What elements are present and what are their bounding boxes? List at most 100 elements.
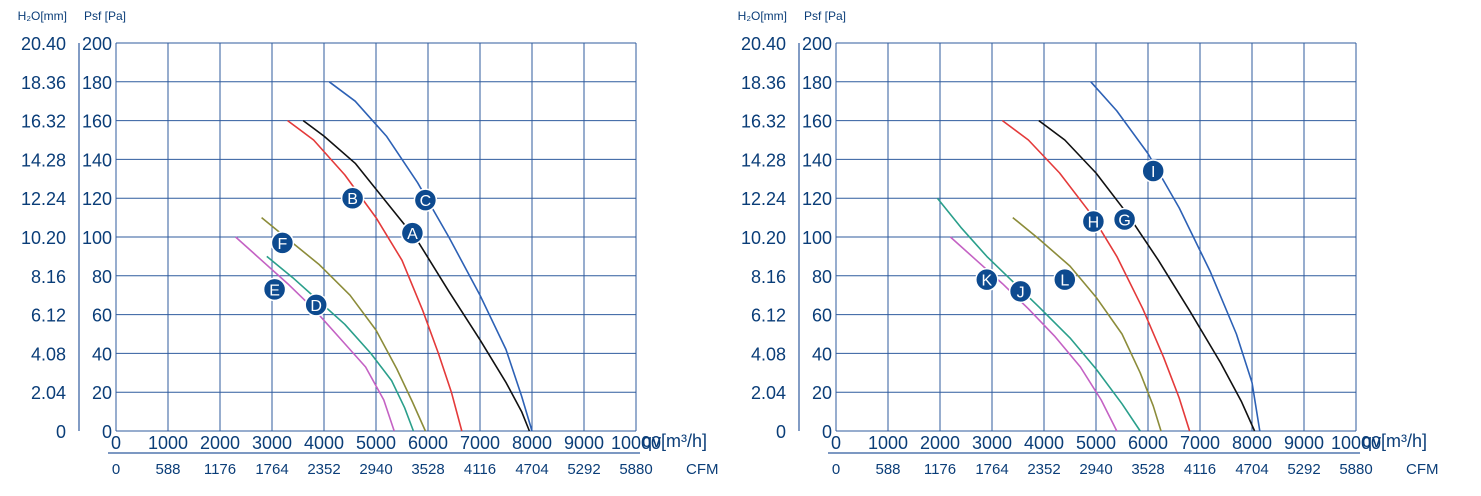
x-tick-cfm: 3528: [411, 461, 444, 478]
y-tick-pa: 80: [812, 267, 832, 287]
grid: [835, 42, 1357, 432]
y-tick-mm: 6.12: [751, 306, 786, 326]
x-tick-cfm: 5292: [1287, 461, 1320, 478]
series-line-e: [235, 236, 395, 432]
y-tick-mm: 2.04: [31, 383, 66, 403]
x-unit-m3h: qv[m³/h]: [642, 431, 707, 451]
x-tick-cfm: 0: [832, 461, 840, 478]
x-tick-cfm: 1764: [255, 461, 288, 478]
series-line-l: [1012, 216, 1162, 432]
series-line-c: [328, 81, 533, 432]
x-tick-m3h: 3000: [252, 433, 292, 453]
x-tick-m3h: 9000: [564, 433, 604, 453]
y-tick-pa: 160: [82, 112, 112, 132]
x-tick-cfm: 4116: [1184, 461, 1216, 478]
marker-label-g: G: [1118, 213, 1130, 230]
y-tick-pa: 0: [822, 422, 832, 442]
marker-f: [270, 231, 295, 255]
x-tick-cfm: 5880: [619, 461, 652, 478]
chart-panel-1: H₂O[mm] Psf [Pa] 0 20 40 60 80 100 120 140 160 180 2…: [18, 9, 719, 478]
x-tick-m3h: 6000: [408, 433, 448, 453]
marker-label-a: A: [407, 226, 418, 243]
y-tick-pa: 100: [82, 228, 112, 248]
y-unit-mm: H₂O[mm]: [18, 9, 67, 23]
x-tick-cfm: 588: [155, 461, 180, 478]
marker-k: [975, 267, 999, 292]
x-tick-m3h: 0: [831, 433, 841, 453]
x-tick-m3h: 1000: [148, 433, 188, 453]
y-tick-mm: 2.04: [751, 383, 786, 403]
y-tick-mm: 18.36: [21, 73, 66, 93]
marker-g: [1112, 207, 1137, 232]
series-line-h: [1001, 119, 1191, 432]
series-line-b: [287, 119, 463, 432]
x-tick-m3h: 5000: [1076, 433, 1116, 453]
y-tick-mm: 0: [776, 422, 786, 442]
y-tick-mm: 10.20: [21, 228, 66, 248]
x-unit-cfm: CFM: [1406, 461, 1439, 478]
marker-label-l: L: [1060, 273, 1069, 290]
y-tick-mm: 16.32: [21, 112, 66, 132]
y-tick-mm: 12.24: [21, 189, 66, 209]
x-tick-cfm: 4704: [515, 461, 548, 478]
x-tick-cfm: 588: [875, 461, 900, 478]
x-tick-m3h: 9000: [1284, 433, 1324, 453]
marker-h: [1081, 209, 1106, 234]
x-tick-m3h: 7000: [1180, 433, 1220, 453]
y-tick-mm: 4.08: [31, 344, 66, 364]
chart-panel-2: H₂O[mm] Psf [Pa] 0 20 40 60 80 100 120 140 160 180 2…: [738, 9, 1439, 478]
x-tick-m3h: 5000: [356, 433, 396, 453]
x-tick-m3h: 4000: [304, 433, 344, 453]
y-tick-pa: 20: [812, 383, 832, 403]
marker-l: [1053, 267, 1077, 292]
x-unit-m3h: qv[m³/h]: [1362, 431, 1427, 451]
y-tick-pa: 80: [92, 267, 112, 287]
series-line-g: [1038, 119, 1256, 432]
x-tick-cfm: 1764: [975, 461, 1008, 478]
marker-label-k: K: [981, 273, 992, 290]
y-tick-mm: 20.40: [21, 34, 66, 54]
marker-j: [1008, 279, 1033, 304]
x-tick-m3h: 10000: [1331, 433, 1381, 453]
x-tick-cfm: 2940: [1079, 461, 1112, 478]
y-tick-pa: 200: [802, 34, 832, 54]
y-tick-pa: 120: [82, 189, 112, 209]
y-tick-mm: 6.12: [31, 306, 66, 326]
x-tick-cfm: 1176: [924, 461, 956, 478]
x-unit-cfm: CFM: [686, 461, 719, 478]
y-tick-pa: 120: [802, 189, 832, 209]
y-tick-mm: 20.40: [741, 34, 786, 54]
marker-label-c: C: [420, 193, 432, 210]
x-tick-cfm: 2352: [1027, 461, 1060, 478]
y-tick-mm: 14.28: [741, 150, 786, 170]
y-tick-pa: 20: [92, 383, 112, 403]
x-tick-m3h: 0: [111, 433, 121, 453]
grid: [115, 42, 637, 432]
marker-i: [1141, 159, 1165, 183]
series-line-d: [266, 255, 415, 432]
x-tick-m3h: 2000: [200, 433, 240, 453]
x-tick-m3h: 1000: [868, 433, 908, 453]
marker-label-b: B: [347, 191, 358, 208]
x-tick-m3h: 3000: [972, 433, 1012, 453]
marker-d: [304, 293, 328, 317]
marker-a: [400, 221, 425, 245]
series-group: [936, 81, 1261, 432]
y-tick-mm: 8.16: [31, 267, 66, 287]
series-line-k: [936, 197, 1141, 432]
series-line-j: [949, 236, 1118, 432]
marker-label-i: I: [1151, 164, 1155, 181]
x-tick-m3h: 8000: [512, 433, 552, 453]
x-tick-cfm: 2352: [307, 461, 340, 478]
x-tick-cfm: 2940: [359, 461, 392, 478]
x-tick-cfm: 5880: [1339, 461, 1372, 478]
x-tick-cfm: 1176: [204, 461, 236, 478]
y-tick-mm: 10.20: [741, 228, 786, 248]
marker-label-h: H: [1088, 214, 1100, 231]
marker-label-e: E: [269, 282, 280, 299]
x-tick-m3h: 4000: [1024, 433, 1064, 453]
series-markers: A B C D E F: [262, 186, 438, 317]
y-tick-pa: 0: [102, 422, 112, 442]
y-unit-pa: Psf [Pa]: [804, 9, 846, 23]
